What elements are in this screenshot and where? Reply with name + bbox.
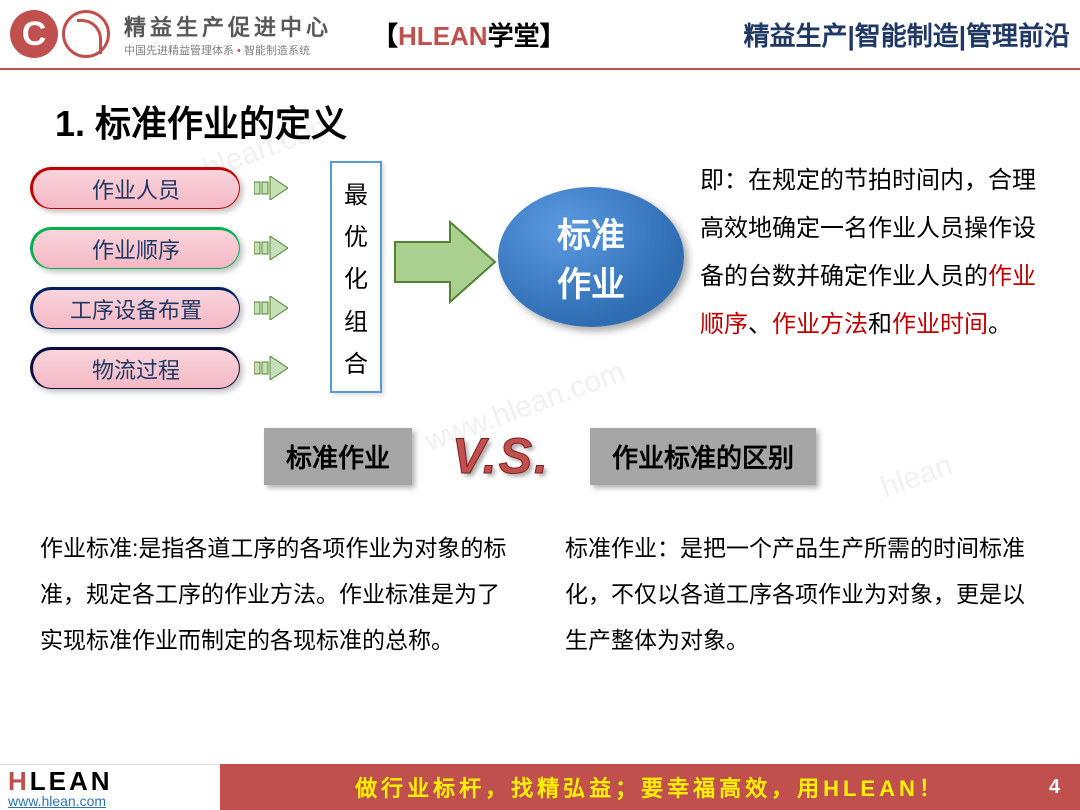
diagram: 作业人员 作业顺序 工序设备布置 物流过程 最 优 化 组 合 标准 作业 即：… <box>30 167 1050 427</box>
pill-sequence: 作业顺序 <box>30 227 240 269</box>
section-title: 1. 标准作业的定义 <box>55 95 1080 147</box>
vs-left-label: 标准作业 <box>264 428 412 485</box>
arrow-right-icon <box>254 236 288 260</box>
logo-ring-icon <box>62 10 110 58</box>
pill-list: 作业人员 作业顺序 工序设备布置 物流过程 <box>30 167 288 407</box>
optbox-char: 化 <box>344 259 368 294</box>
footer-url: www.hlean.com <box>8 793 220 809</box>
vs-center: V.S. <box>452 427 550 485</box>
footer-slogan-bar: 做行业标杆，找精弘益；要幸福高效，用HLEAN！ 4 <box>220 764 1080 810</box>
logo-c-icon: C <box>10 10 58 58</box>
arrow-right-icon <box>254 356 288 380</box>
oval-line1: 标准 <box>557 208 625 257</box>
footer: HLEAN www.hlean.com 做行业标杆，找精弘益；要幸福高效，用HL… <box>0 764 1080 810</box>
header-tags: 精益生产|智能制造|管理前沿 <box>743 16 1070 53</box>
optbox-char: 组 <box>344 302 368 337</box>
vs-right-label: 作业标准的区别 <box>590 428 816 485</box>
para-right: 标准作业：是把一个产品生产所需的时间标准化，不仅以各道工序各项作业为对象，更是以… <box>565 525 1040 663</box>
optbox-char: 最 <box>344 175 368 210</box>
big-arrow-icon <box>390 217 500 307</box>
pill-logistics: 物流过程 <box>30 347 240 389</box>
pill-layout: 工序设备布置 <box>30 287 240 329</box>
pill-personnel: 作业人员 <box>30 167 240 209</box>
header-school: 【HLEAN学堂】 <box>372 16 566 53</box>
footer-slogan: 做行业标杆，找精弘益；要幸福高效，用HLEAN！ <box>355 771 945 803</box>
optbox-char: 优 <box>344 217 368 252</box>
logo-title: 精益生产促进中心 <box>124 10 332 42</box>
arrow-right-icon <box>254 296 288 320</box>
optimize-box: 最 优 化 组 合 <box>330 161 382 393</box>
logo-subtitle: 中国先进精益管理体系 • 智能制造系统 <box>124 42 332 58</box>
definition-text: 即：在规定的节拍时间内，合理高效地确定一名作业人员操作设备的台数并确定作业人员的… <box>700 157 1050 349</box>
paragraphs: 作业标准:是指各道工序的各项作业为对象的标准，规定各工序的作业方法。作业标准是为… <box>40 525 1040 663</box>
arrow-right-icon <box>254 176 288 200</box>
vs-row: 标准作业 V.S. 作业标准的区别 <box>0 427 1080 485</box>
logo: C 精益生产促进中心 中国先进精益管理体系 • 智能制造系统 <box>10 10 332 58</box>
optbox-char: 合 <box>344 344 368 379</box>
para-left: 作业标准:是指各道工序的各项作业为对象的标准，规定各工序的作业方法。作业标准是为… <box>40 525 515 663</box>
page-number: 4 <box>1049 776 1060 799</box>
standard-work-oval: 标准 作业 <box>498 187 684 327</box>
oval-line2: 作业 <box>557 257 625 306</box>
footer-brand-block: HLEAN www.hlean.com <box>0 764 220 810</box>
header: C 精益生产促进中心 中国先进精益管理体系 • 智能制造系统 【HLEAN学堂】… <box>0 0 1080 70</box>
